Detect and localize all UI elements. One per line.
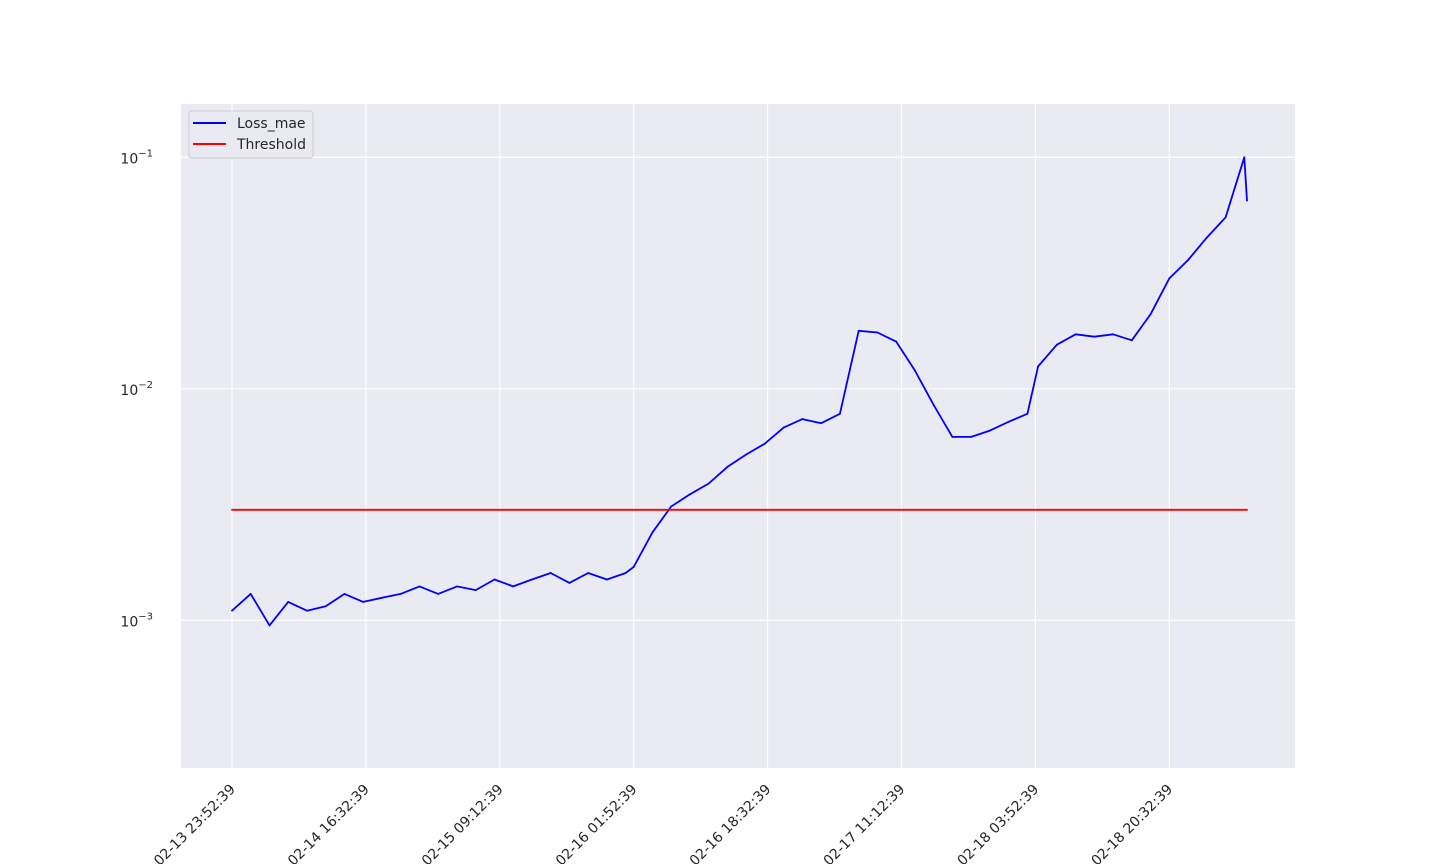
data-point: [745, 453, 748, 456]
data-point: [1026, 412, 1029, 415]
data-point: [801, 418, 804, 420]
x-tick-label: 2024-02-17 11:12:39: [792, 782, 908, 864]
x-tick-label: 2024-02-18 03:52:39: [926, 782, 1042, 864]
data-point: [606, 578, 608, 581]
x-tick-label: 2024-02-16 18:32:39: [658, 782, 774, 864]
data-point: [970, 435, 973, 438]
x-tick-label: 2024-02-13 23:52:39: [122, 782, 238, 864]
data-point: [1074, 333, 1077, 336]
data-point: [568, 582, 571, 584]
y-tick-label: 10−3: [120, 611, 153, 630]
data-point: [493, 578, 496, 581]
data-point: [1093, 335, 1096, 338]
data-point: [306, 609, 308, 612]
data-point: [531, 578, 533, 581]
data-point: [437, 592, 440, 595]
data-point: [249, 592, 252, 595]
data-point: [1149, 313, 1152, 316]
x-tick-label: 2024-02-14 16:32:39: [256, 782, 372, 864]
data-point: [1112, 333, 1114, 336]
data-point: [1007, 420, 1010, 423]
x-tick-label: 2024-02-15 09:12:39: [390, 782, 506, 864]
data-point: [707, 482, 710, 485]
series-layer: [231, 156, 1248, 627]
data-point: [932, 404, 935, 407]
grid: [181, 104, 1295, 768]
data-point: [456, 585, 458, 588]
data-point: [951, 435, 954, 438]
data-point: [989, 429, 991, 432]
data-point: [324, 605, 327, 608]
data-point: [549, 572, 552, 574]
plot-area: [181, 104, 1295, 768]
y-axis: 10−3 10−2 10−1: [120, 148, 153, 630]
legend-label-threshold: Threshold: [236, 137, 306, 153]
data-point: [839, 412, 841, 415]
x-axis: 2024-02-13 23:52:39 2024-02-14 16:32:39 20…: [122, 782, 1176, 864]
data-point: [1224, 216, 1227, 219]
data-point: [1130, 339, 1133, 342]
data-point: [231, 508, 233, 511]
data-point: [895, 340, 898, 343]
legend: Loss_mae Threshold: [188, 110, 314, 159]
data-point: [726, 465, 729, 468]
data-point: [362, 601, 365, 603]
data-point: [1246, 508, 1248, 511]
data-point: [587, 572, 590, 574]
data-point: [670, 505, 673, 508]
data-point: [1243, 156, 1246, 159]
data-point: [1205, 236, 1208, 239]
data-point: [624, 572, 627, 574]
data-point: [857, 329, 860, 332]
y-tick-label: 10−1: [120, 148, 153, 167]
data-point: [287, 601, 290, 603]
data-point: [381, 596, 383, 599]
data-point: [1168, 277, 1171, 280]
data-point: [914, 369, 916, 372]
data-point: [418, 585, 421, 588]
data-point: [782, 426, 785, 429]
data-point: [764, 442, 766, 445]
data-point: [512, 585, 515, 588]
data-point: [343, 592, 346, 595]
data-point: [632, 566, 635, 568]
data-point: [1187, 259, 1189, 261]
data-point: [876, 331, 879, 334]
data-point: [1055, 343, 1058, 346]
data-point: [651, 531, 654, 534]
data-point: [1246, 199, 1248, 202]
data-point: [268, 624, 271, 627]
data-point: [689, 493, 691, 496]
y-tick-label: 10−2: [120, 380, 153, 399]
data-point: [1037, 365, 1040, 368]
legend-label-loss-mae: Loss_mae: [237, 116, 306, 132]
data-point: [399, 592, 402, 595]
x-tick-label: 2024-02-18 20:32:39: [1060, 782, 1176, 864]
data-point: [820, 422, 823, 425]
data-point: [231, 609, 233, 612]
data-point: [474, 589, 477, 591]
x-tick-label: 2024-02-16 01:52:39: [524, 782, 640, 864]
